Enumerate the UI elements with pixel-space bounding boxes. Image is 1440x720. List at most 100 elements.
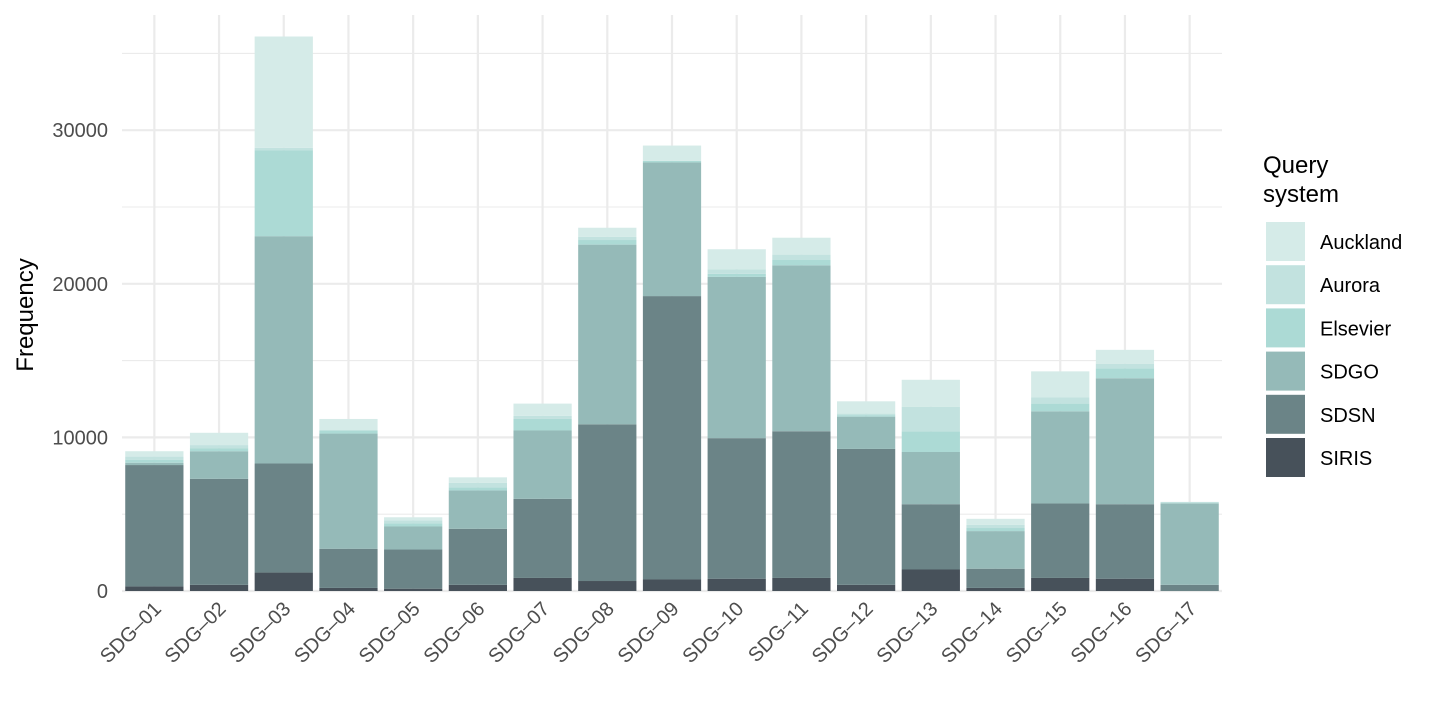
bar-segment-sdgo xyxy=(384,526,443,550)
bar-segment-siris xyxy=(901,569,960,591)
bar-segment-auckland xyxy=(772,237,831,255)
y-tick-label: 0 xyxy=(97,581,108,603)
bar-segment-aurora xyxy=(513,415,572,419)
bar-segment-auckland xyxy=(125,451,184,457)
legend-label-elsevier: Elsevier xyxy=(1320,318,1391,340)
bar-segment-aurora xyxy=(1095,363,1155,369)
bar-segment-sdsn xyxy=(384,549,443,589)
bar-segment-elsevier xyxy=(772,259,831,266)
bar-segment-auckland xyxy=(707,249,766,270)
bar-segment-aurora xyxy=(707,269,766,274)
bar-segment-sdgo xyxy=(448,490,507,529)
y-axis-ticks: 0 10000 20000 30000 xyxy=(52,120,108,603)
bar-segment-sdsn xyxy=(578,424,637,582)
bar-segment-sdgo xyxy=(125,462,184,466)
bar-segment-siris xyxy=(1031,577,1090,591)
x-tick-label: SDG–14 xyxy=(937,598,1007,668)
bar-segment-aurora xyxy=(1031,397,1090,404)
legend-label-auckland: Auckland xyxy=(1320,232,1402,254)
bar-segment-sdgo xyxy=(319,433,378,549)
bar-segment-siris xyxy=(448,584,507,591)
bars xyxy=(125,36,1219,591)
bar-segment-sdsn xyxy=(772,431,831,578)
legend-key-aurora xyxy=(1266,265,1305,305)
legend-title-line-2: system xyxy=(1263,181,1339,208)
bar-segment-elsevier xyxy=(254,150,313,237)
bar-segment-elsevier xyxy=(189,448,249,452)
bar-segment-auckland xyxy=(837,401,896,414)
x-tick-label: SDG–04 xyxy=(290,598,360,668)
y-tick-label: 30000 xyxy=(52,120,108,142)
bar-segment-siris xyxy=(319,587,378,591)
bar-segment-sdgo xyxy=(189,451,249,479)
bar-segment-auckland xyxy=(189,432,249,446)
x-tick-label: SDG–12 xyxy=(808,598,878,668)
x-axis-ticks: SDG–01SDG–02SDG–03SDG–04SDG–05SDG–06SDG–… xyxy=(96,598,1201,668)
bar-segment-aurora xyxy=(837,413,896,416)
bar-segment-aurora xyxy=(384,520,443,524)
bar-segment-elsevier xyxy=(642,160,702,163)
bar-segment-auckland xyxy=(642,145,702,161)
bar-segment-siris xyxy=(384,588,443,591)
bar-segment-auckland xyxy=(966,518,1025,525)
bar-segment-siris xyxy=(578,581,637,591)
x-tick-label: SDG–17 xyxy=(1131,598,1201,668)
bar-segment-sdgo xyxy=(1160,503,1219,585)
x-tick-label: SDG–11 xyxy=(744,598,813,667)
bar-segment-sdsn xyxy=(837,448,896,585)
x-tick-label: SDG–03 xyxy=(225,598,295,668)
legend-title-line-1: Query xyxy=(1263,152,1328,179)
bar-segment-auckland xyxy=(901,379,960,407)
bar-segment-siris xyxy=(966,587,1025,591)
bar-segment-elsevier xyxy=(448,487,507,491)
legend-label-siris: SIRIS xyxy=(1320,448,1372,470)
bar-segment-elsevier xyxy=(966,528,1025,532)
legend-key-sdgo xyxy=(1266,351,1305,391)
bar-segment-sdgo xyxy=(837,416,896,449)
legend-key-siris xyxy=(1266,438,1305,477)
y-tick-label: 20000 xyxy=(52,274,108,296)
legend-label-sdgo: SDGO xyxy=(1320,362,1379,384)
bar-segment-aurora xyxy=(1160,501,1219,504)
bar-segment-aurora xyxy=(966,524,1025,529)
x-tick-label: SDG–08 xyxy=(549,598,619,668)
bar-segment-auckland xyxy=(448,477,507,483)
x-tick-label: SDG–01 xyxy=(96,598,166,668)
bar-segment-siris xyxy=(642,579,702,591)
bar-segment-sdgo xyxy=(578,244,637,425)
bar-segment-siris xyxy=(254,572,313,591)
bar-segment-siris xyxy=(125,586,184,591)
bar-segment-sdsn xyxy=(189,478,249,585)
bar-segment-elsevier xyxy=(1031,403,1090,412)
legend-key-elsevier xyxy=(1266,308,1305,348)
x-tick-label: SDG–10 xyxy=(678,598,748,668)
bar-segment-elsevier xyxy=(384,523,443,527)
bar-segment-siris xyxy=(837,584,896,591)
bar-segment-aurora xyxy=(901,406,960,432)
bar-segment-siris xyxy=(1095,578,1155,591)
bar-segment-sdgo xyxy=(707,276,766,439)
bar-segment-sdgo xyxy=(254,236,313,464)
bar-segment-elsevier xyxy=(578,240,637,245)
bar-segment-elsevier xyxy=(1095,368,1155,379)
bar-segment-siris xyxy=(707,578,766,591)
bar-segment-elsevier xyxy=(837,415,896,417)
bar-segment-elsevier xyxy=(707,273,766,277)
bar-segment-sdgo xyxy=(772,265,831,432)
bar-segment-sdgo xyxy=(642,162,702,297)
bar-segment-auckland xyxy=(319,418,378,431)
legend: Query system Auckland Aurora Elsevier SDGO S… xyxy=(1263,152,1402,477)
bar-segment-sdgo xyxy=(966,531,1025,569)
legend-items: Auckland Aurora Elsevier SDGO SDSN SIRIS xyxy=(1266,222,1402,477)
x-tick-label: SDG–09 xyxy=(614,598,684,668)
bar-segment-auckland xyxy=(513,403,572,416)
bar-segment-aurora xyxy=(578,236,637,241)
bar-segment-sdgo xyxy=(1031,411,1090,504)
bar-segment-sdsn xyxy=(448,528,507,585)
legend-key-sdsn xyxy=(1266,394,1305,434)
bar-segment-auckland xyxy=(1031,371,1090,398)
bar-segment-siris xyxy=(513,577,572,591)
bar-segment-sdgo xyxy=(513,430,572,499)
x-tick-label: SDG–05 xyxy=(355,598,425,668)
bar-segment-aurora xyxy=(189,445,249,449)
